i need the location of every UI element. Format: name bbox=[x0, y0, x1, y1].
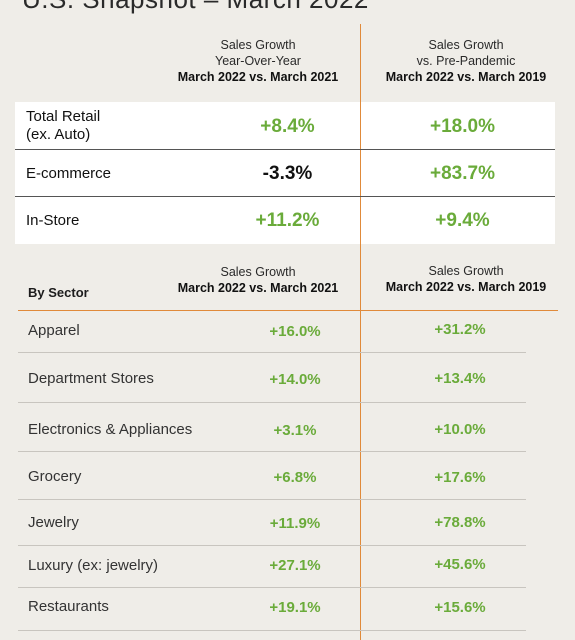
sector-divider bbox=[18, 451, 526, 452]
sector-label: Electronics & Appliances bbox=[28, 421, 193, 438]
row-label-ecommerce: E-commerce bbox=[26, 165, 112, 182]
sector-yoy: +19.1% bbox=[269, 599, 321, 616]
row-label-total-retail: Total Retail (ex. Auto) bbox=[26, 108, 100, 144]
sector-header: By Sector bbox=[28, 285, 89, 300]
top-col-yoy-line2: Year-Over-Year bbox=[215, 54, 301, 68]
sector-divider bbox=[18, 402, 526, 403]
row-divider bbox=[15, 149, 555, 150]
sector-pre: +13.4% bbox=[434, 370, 486, 387]
top-col-yoy-line3: March 2022 vs. March 2021 bbox=[177, 70, 339, 84]
sector-col-yoy-line1: Sales Growth bbox=[220, 265, 296, 279]
ecommerce-pre: +83.7% bbox=[430, 163, 495, 184]
sector-pre: +78.8% bbox=[434, 514, 486, 531]
sector-label: Grocery bbox=[28, 468, 82, 485]
top-col-header-yoy: Sales Growth Year-Over-Year March 2022 v… bbox=[160, 37, 356, 85]
top-col-yoy-line1: Sales Growth bbox=[220, 38, 296, 52]
sector-yoy: +6.8% bbox=[273, 469, 317, 486]
row-label-line1: Total Retail bbox=[26, 108, 101, 125]
top-col-pre-line3: March 2022 vs. March 2019 bbox=[385, 70, 547, 84]
top-col-pre-line1: Sales Growth bbox=[428, 38, 504, 52]
sector-label: Jewelry bbox=[28, 514, 79, 531]
sector-yoy: +3.1% bbox=[273, 422, 317, 439]
sector-label: Luxury (ex: jewelry) bbox=[28, 557, 159, 574]
sector-pre: +31.2% bbox=[434, 321, 486, 338]
sector-divider bbox=[18, 545, 526, 546]
total-retail-pre: +18.0% bbox=[430, 116, 495, 137]
sector-label: Apparel bbox=[28, 322, 80, 339]
top-col-header-pre: Sales Growth vs. Pre-Pandemic March 2022… bbox=[366, 37, 566, 85]
column-divider bbox=[360, 24, 361, 640]
sector-header-rule bbox=[18, 310, 558, 311]
in-store-yoy: +11.2% bbox=[255, 210, 320, 231]
sector-col-header-yoy: Sales Growth March 2022 vs. March 2021 bbox=[160, 264, 356, 296]
sector-pre: +45.6% bbox=[434, 556, 486, 573]
sector-yoy: +11.9% bbox=[269, 515, 321, 532]
row-label-line2: (ex. Auto) bbox=[26, 126, 91, 143]
sector-pre: +15.6% bbox=[434, 599, 486, 616]
sector-label: Restaurants bbox=[28, 598, 109, 615]
row-divider bbox=[15, 196, 555, 197]
row-label-in-store: In-Store bbox=[26, 212, 80, 229]
in-store-pre: +9.4% bbox=[435, 210, 490, 231]
sector-divider bbox=[18, 352, 526, 353]
sector-divider bbox=[18, 587, 526, 588]
sector-col-pre-line2: March 2022 vs. March 2019 bbox=[385, 280, 547, 294]
top-col-pre-line2: vs. Pre-Pandemic bbox=[416, 54, 516, 68]
total-retail-yoy: +8.4% bbox=[260, 116, 315, 137]
sector-yoy: +14.0% bbox=[269, 371, 321, 388]
page-title: U.S. Snapshot – March 2022 bbox=[22, 0, 369, 15]
sector-pre: +17.6% bbox=[434, 469, 486, 486]
sector-col-header-pre: Sales Growth March 2022 vs. March 2019 bbox=[366, 263, 566, 295]
sector-divider bbox=[18, 499, 526, 500]
ecommerce-yoy: -3.3% bbox=[262, 163, 313, 184]
sector-col-yoy-line2: March 2022 vs. March 2021 bbox=[177, 281, 339, 295]
summary-divider bbox=[360, 102, 361, 244]
summary-table bbox=[15, 102, 555, 244]
sector-pre: +10.0% bbox=[434, 421, 486, 438]
sector-col-pre-line1: Sales Growth bbox=[428, 264, 504, 278]
sector-label: Department Stores bbox=[28, 370, 154, 387]
sector-yoy: +27.1% bbox=[269, 557, 321, 574]
sector-yoy: +16.0% bbox=[269, 323, 321, 340]
sector-divider bbox=[18, 630, 526, 631]
